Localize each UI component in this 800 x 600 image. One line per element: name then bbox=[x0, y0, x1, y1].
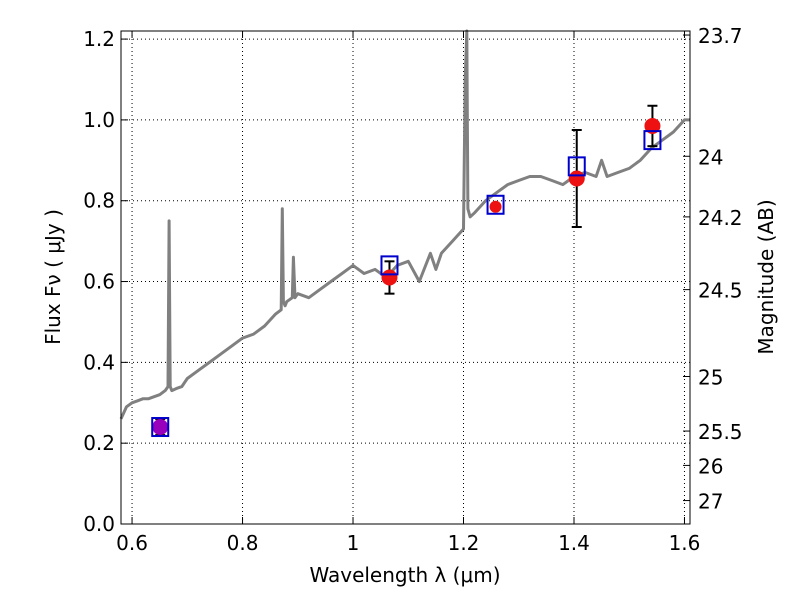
spectrum-line bbox=[119, 29, 690, 420]
marker-layer bbox=[151, 104, 662, 438]
observed-point bbox=[568, 170, 585, 187]
grid-lines bbox=[121, 31, 690, 525]
y2-tick-label: 27 bbox=[698, 490, 723, 514]
y-tick-label: 1.0 bbox=[83, 108, 115, 132]
y-tick-label: 0.8 bbox=[83, 189, 115, 213]
spectrum-layer bbox=[119, 29, 690, 420]
x-tick-label: 1.6 bbox=[669, 531, 701, 555]
y2-axis-title: Magnitude (AB) bbox=[754, 199, 778, 354]
x-tick-label: 0.6 bbox=[116, 531, 148, 555]
model-photometry-square bbox=[380, 255, 399, 276]
y-tick-label: 0.6 bbox=[83, 270, 115, 294]
y2-tick-label: 25 bbox=[698, 366, 723, 390]
y-tick-label: 0.0 bbox=[83, 512, 115, 536]
x-axis-title: Wavelength λ (μm) bbox=[309, 563, 500, 587]
observed-point bbox=[644, 117, 661, 134]
observed-point bbox=[489, 200, 502, 213]
x-tick-label: 1.2 bbox=[448, 531, 480, 555]
y2-tick-label: 25.5 bbox=[698, 420, 743, 444]
y2-tick-label: 24.2 bbox=[698, 206, 743, 230]
model-photometry-square bbox=[643, 130, 662, 151]
x-tick-label: 0.8 bbox=[227, 531, 259, 555]
model-photometry-square bbox=[486, 194, 505, 215]
y-tick-label: 0.2 bbox=[83, 431, 115, 455]
x-tick-label: 1 bbox=[347, 531, 360, 555]
y-tick-label: 1.2 bbox=[83, 27, 115, 51]
y2-tick-label: 23.7 bbox=[698, 24, 743, 48]
y2-tick-label: 24.5 bbox=[698, 279, 743, 303]
model-photometry-square bbox=[151, 417, 170, 438]
y2-tick-label: 24 bbox=[698, 145, 723, 169]
observed-point bbox=[381, 269, 398, 286]
y-tick-label: 0.4 bbox=[83, 350, 115, 374]
tick-layer: 0.6 0.8 1 1.2 1.4 1.6 0.0 0.2 0.4 0.6 0.8 1.0 1.2 23.… bbox=[83, 24, 742, 555]
plot-frame bbox=[120, 30, 691, 525]
x-tick-label: 1.4 bbox=[558, 531, 590, 555]
model-photometry-square bbox=[567, 156, 586, 177]
observed-point bbox=[152, 419, 169, 436]
y-axis-title: Flux Fν ( μJy ) bbox=[41, 209, 65, 345]
y2-tick-label: 26 bbox=[698, 454, 723, 478]
